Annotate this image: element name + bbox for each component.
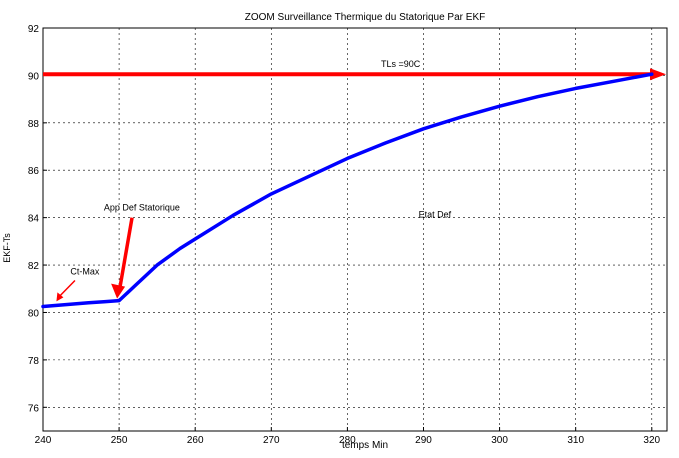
annotation-etat-def: Etat Def [419, 210, 452, 220]
app-def-arrowhead [111, 283, 126, 299]
axes-frame [42, 27, 668, 432]
series [41, 68, 666, 309]
x-tick-label: 240 [35, 435, 52, 446]
y-tick-label: 76 [28, 403, 40, 414]
y-tick-label: 90 [28, 71, 40, 82]
x-tick-label: 300 [491, 435, 508, 446]
x-tick-label: 270 [263, 435, 280, 446]
y-tick-label: 80 [28, 308, 40, 319]
x-tick-label: 310 [567, 435, 584, 446]
y-tick-label: 88 [28, 119, 40, 130]
y-tick-label: 86 [28, 166, 40, 177]
y-tick-label: 78 [28, 356, 40, 367]
x-tick-label: 290 [415, 435, 432, 446]
annotation-ct-max: Ct-Max [70, 267, 99, 277]
y-axis-label: EKF-Ts [2, 233, 12, 263]
y-tick-label: 82 [28, 261, 40, 272]
x-tick-label: 260 [187, 435, 204, 446]
ct-max-arrowhead [56, 292, 64, 302]
x-tick-label: 250 [111, 435, 128, 446]
x-axis-label: temps Min [342, 440, 388, 451]
annotations: TLs =90C Ct-Max App Def Statorique Etat Def [56, 59, 452, 302]
threshold-arrowhead [650, 68, 666, 81]
x-tick-label: 280 [339, 435, 356, 446]
ct-max-arrow-shaft [58, 279, 76, 297]
y-tick-label: 84 [28, 214, 40, 225]
temperature-line [41, 72, 654, 309]
y-tick-label: 92 [28, 24, 40, 35]
annotation-app-def-statorique: App Def Statorique [104, 203, 180, 213]
chart-title: ZOOM Surveillance Thermique du Statoriqu… [245, 12, 485, 23]
app-def-arrow-shaft [118, 217, 134, 287]
ticks: 240 250 260 270 280 290 300 310 320 76 78 80 82 84 86 8… [28, 24, 661, 446]
x-tick-label: 320 [643, 435, 660, 446]
threshold-label: TLs =90C [381, 59, 421, 69]
